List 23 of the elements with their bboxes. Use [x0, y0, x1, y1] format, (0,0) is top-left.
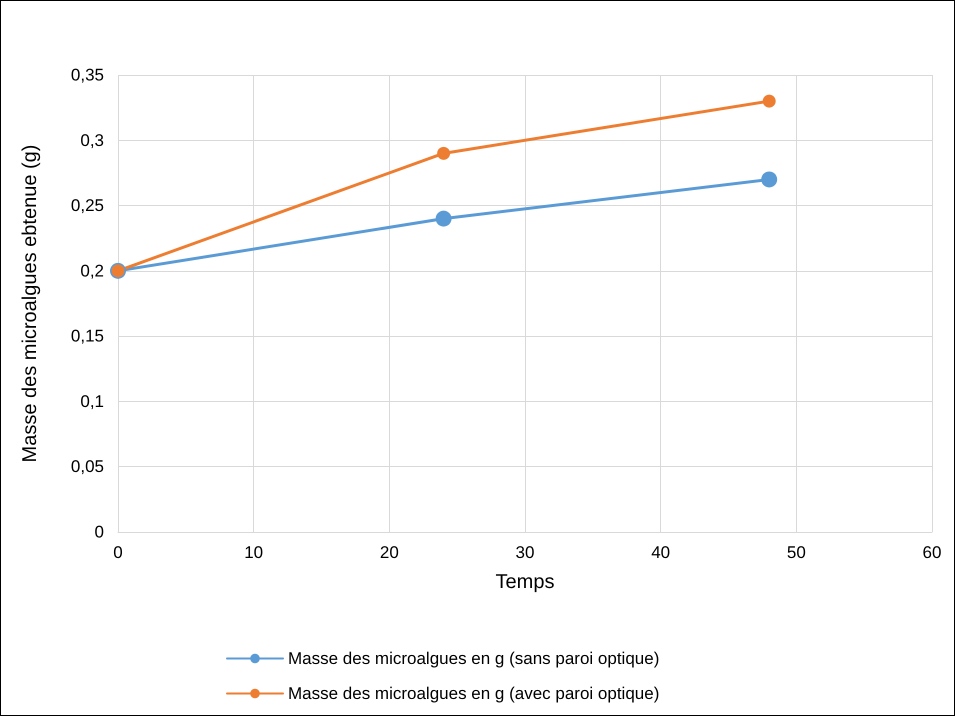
y-tick-label: 0,25 — [70, 196, 104, 216]
y-tick-label: 0 — [94, 522, 104, 542]
y-tick-label: 0,15 — [70, 326, 104, 346]
x-tick-label: 50 — [786, 543, 806, 562]
y-tick-label: 0,05 — [70, 457, 104, 476]
x-tick-label: 30 — [516, 543, 534, 562]
x-tick-label: 20 — [380, 543, 399, 562]
x-axis-title: Temps — [496, 571, 554, 593]
x-tick-label: 60 — [922, 543, 942, 562]
y-tick-label: 0,1 — [80, 392, 104, 411]
legend-label: Masse des microalgues en g (sans paroi optique) — [288, 649, 660, 668]
legend-label: Masse des microalgues en g (avec paroi optique) — [288, 684, 660, 703]
y-tick-label: 0,2 — [80, 261, 104, 280]
y-axis-title: Masse des microalgues ebtenue (g) — [19, 144, 41, 462]
x-tick-label: 40 — [651, 543, 670, 562]
x-tick-label: 10 — [244, 543, 264, 562]
point — [436, 210, 452, 227]
point — [761, 171, 778, 188]
point — [762, 94, 776, 108]
y-tick-label: 0,3 — [80, 130, 104, 150]
point — [437, 146, 450, 160]
x-tick-label: 0 — [113, 543, 123, 562]
y-tick-label: 0,35 — [70, 66, 104, 84]
